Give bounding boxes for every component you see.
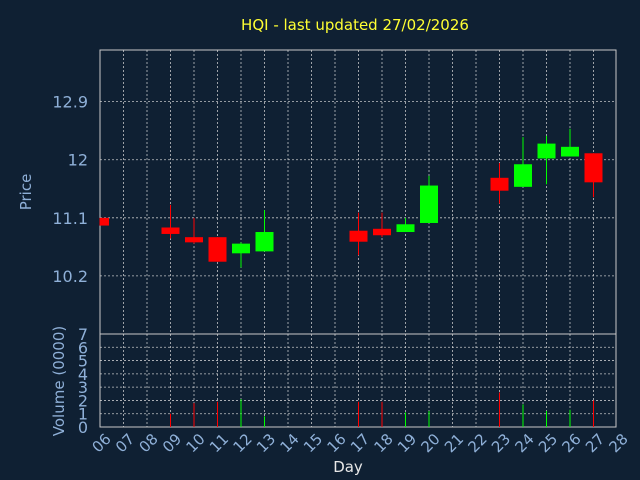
x-tick-label: 08	[136, 430, 162, 456]
candle-body	[208, 237, 227, 262]
price-tick-label: 12	[68, 151, 88, 170]
x-tick-label: 28	[606, 430, 632, 456]
x-tick-label: 19	[394, 430, 420, 456]
candle-body	[161, 227, 180, 234]
candle-body	[255, 232, 274, 252]
candle-09	[161, 204, 180, 239]
candle-body	[514, 164, 532, 187]
x-tick-label: 20	[418, 430, 444, 456]
price-tick-label: 12.9	[52, 93, 88, 112]
candle-06	[99, 217, 109, 226]
volume-tick-label: 2	[78, 391, 88, 410]
candle-body	[420, 185, 438, 223]
x-axis-label: Day	[333, 458, 363, 476]
candle-body	[100, 217, 109, 226]
price-panel-frame	[99, 49, 617, 335]
price-panel: 12.9 12 11.1 10.2	[52, 49, 617, 335]
volume-axis-label: Volume (0000)	[50, 326, 68, 436]
x-tick-labels: 0607080910111213141516171819202122232425…	[89, 430, 632, 456]
x-tick-label: 11	[206, 430, 232, 456]
x-tick-label: 26	[559, 430, 585, 456]
candle-body	[349, 230, 368, 242]
x-tick-label: 24	[512, 430, 538, 456]
volume-tick-label: 4	[78, 365, 88, 384]
price-grid	[100, 50, 616, 334]
price-tick-label: 11.1	[52, 209, 88, 228]
x-tick-label: 14	[277, 430, 303, 456]
x-tick-label: 25	[535, 430, 561, 456]
candle-12	[232, 242, 250, 268]
x-tick-label: 09	[159, 430, 185, 456]
candle-body	[537, 143, 556, 159]
volume-bars	[170, 392, 594, 427]
x-tick-label: 07	[112, 430, 138, 456]
candle-27	[584, 153, 603, 198]
candle-body	[561, 146, 579, 157]
x-tick-label: 10	[183, 430, 209, 456]
candle-body	[584, 153, 603, 183]
candle-body	[232, 243, 250, 254]
volume-tick-label: 3	[78, 378, 88, 397]
candle-10	[185, 217, 203, 244]
candle-body	[396, 224, 415, 233]
candle-19	[396, 217, 415, 233]
volume-tick-label: 1	[78, 405, 88, 424]
volume-tick-label: 5	[78, 352, 88, 371]
chart-title: HQI - last updated 27/02/2026	[241, 16, 469, 34]
x-tick-label: 13	[253, 430, 279, 456]
volume-tick-label: 6	[78, 338, 88, 357]
x-tick-label: 17	[347, 430, 373, 456]
candle-11	[208, 237, 227, 262]
x-tick-label: 06	[89, 430, 115, 456]
x-tick-label: 21	[441, 430, 467, 456]
volume-tick-label: 0	[78, 418, 88, 437]
price-axis-label: Price	[17, 174, 35, 211]
x-tick-label: 27	[582, 430, 608, 456]
candle-13	[255, 210, 274, 252]
candle-24	[514, 137, 532, 187]
candle-body	[373, 228, 391, 236]
x-tick-label: 22	[465, 430, 491, 456]
price-tick-label: 10.2	[52, 267, 88, 286]
candle-20	[420, 175, 438, 223]
candle-26	[561, 128, 579, 157]
x-tick-label: 12	[230, 430, 256, 456]
x-tick-label: 15	[300, 430, 326, 456]
candle-body	[185, 237, 203, 243]
candle-body	[490, 177, 509, 191]
volume-tick-label: 7	[78, 325, 88, 344]
candle-23	[490, 162, 509, 204]
x-tick-label: 16	[324, 430, 350, 456]
x-tick-label: 18	[371, 430, 397, 456]
x-tick-label: 23	[488, 430, 514, 456]
candle-18	[373, 212, 391, 238]
candles	[99, 128, 603, 268]
price-tick-labels: 12.9 12 11.1 10.2	[52, 93, 88, 286]
candle-17	[349, 212, 368, 256]
candle-25	[537, 135, 556, 185]
